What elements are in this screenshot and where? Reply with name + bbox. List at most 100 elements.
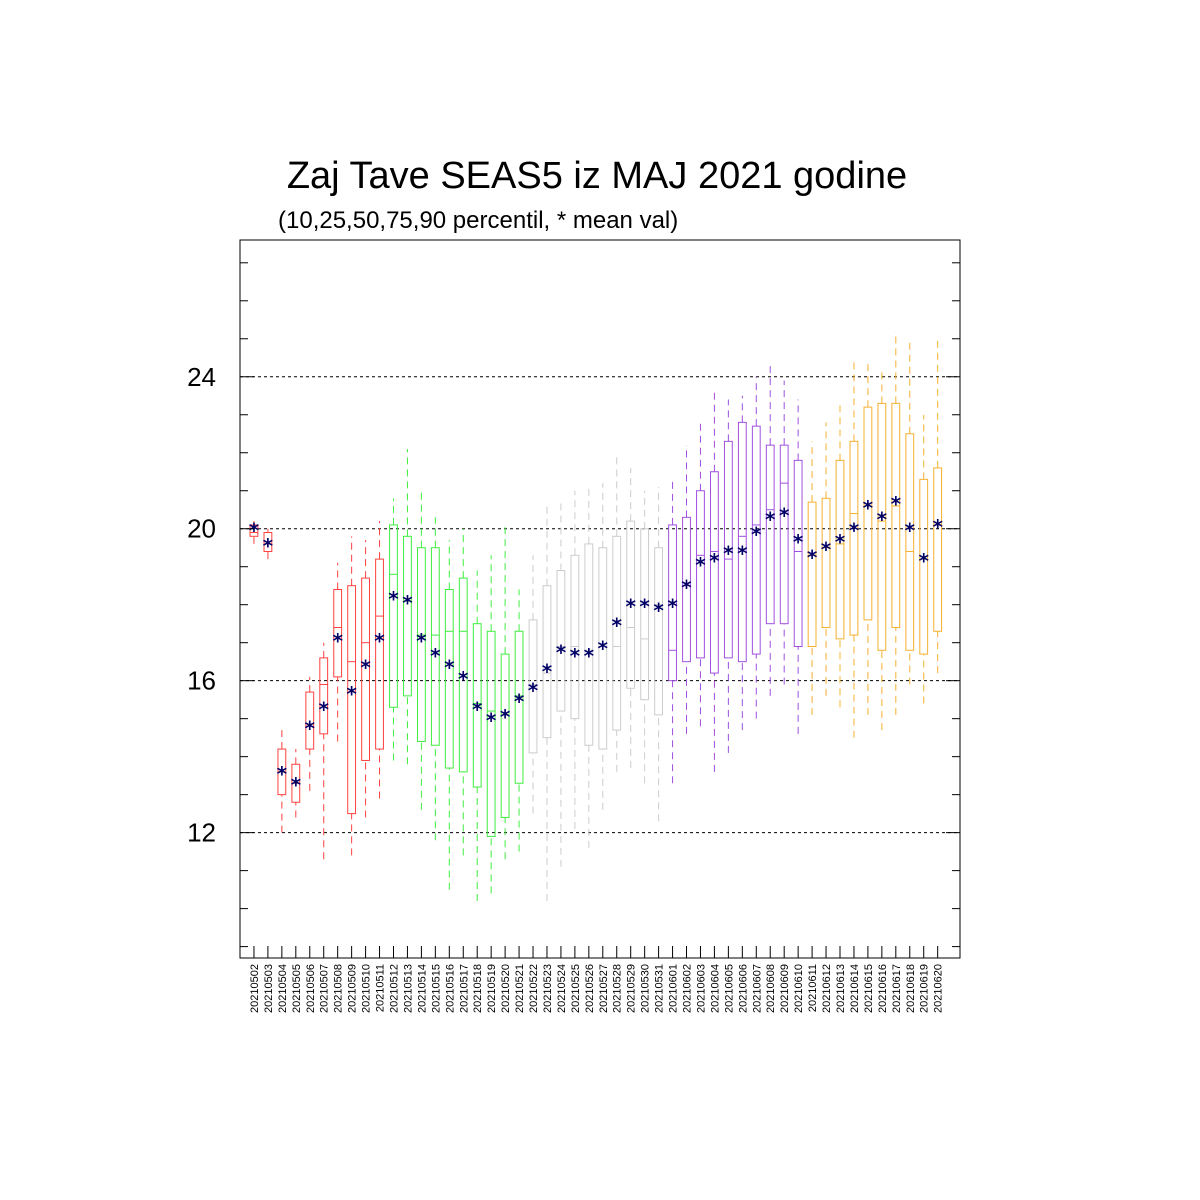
mean-marker: * [360,655,371,679]
mean-marker: * [667,595,678,619]
box-iqr [319,657,329,735]
x-tick-label: 20210525 [570,964,582,1013]
y-tick-label: 12 [187,818,216,848]
x-tick-label: 20210607 [751,964,763,1013]
box-iqr [403,535,412,697]
x-tick-label: 20210508 [333,964,345,1013]
axes: 12 16 20 24 20210502 20210503 20210504 20210505… [187,262,960,1013]
x-tick-label: 20210527 [598,964,610,1013]
box-iqr [877,402,887,651]
mean-marker: * [263,534,274,558]
box-iqr [444,589,454,769]
mean-marker: * [709,549,720,573]
mean-marker: * [835,530,846,554]
mean-marker: * [458,667,469,691]
box-iqr [668,524,677,682]
mean-marker: * [500,705,511,729]
box-plots [249,331,943,902]
box-iqr [640,528,650,701]
x-tick-label: 20210604 [709,964,721,1013]
box-iqr [430,547,440,746]
x-tick-label: 20210516 [444,964,456,1013]
mean-marker: * [625,595,636,619]
box-iqr [486,630,496,837]
mean-marker: * [891,492,902,516]
box-iqr [626,520,636,689]
box-iqr [556,570,566,712]
x-tick-label: 20210530 [640,964,652,1013]
y-tick-label: 20 [187,514,216,544]
box-iqr [458,577,468,773]
box-iqr [654,547,664,716]
box-iqr [807,501,817,647]
mean-marker: * [305,716,316,740]
box-iqr [737,421,747,663]
x-tick-label: 20210618 [905,964,917,1013]
mean-marker: * [821,538,832,562]
x-tick-label: 20210531 [654,964,666,1013]
mean-marker: * [653,598,664,622]
x-tick-label: 20210526 [584,964,596,1013]
box-iqr [361,577,370,761]
mean-marker: * [416,629,427,653]
mean-marker: * [486,709,497,733]
x-tick-label: 20210511 [375,964,387,1012]
x-tick-label: 20210609 [779,964,791,1013]
mean-marker: * [291,773,302,797]
mean-marker: * [430,644,441,668]
mean-marker: * [514,690,525,714]
box-iqr [696,490,705,659]
mean-marker: * [472,697,483,721]
box-iqr [933,467,943,632]
box-iqr [751,425,761,655]
mean-marker: * [918,549,929,573]
x-tick-label: 20210606 [737,964,749,1013]
mean-marker: * [751,523,762,547]
mean-marker: * [598,636,609,660]
chart-title: Zaj Tave SEAS5 iz MAJ 2021 godine [287,155,907,197]
x-tick-label: 20210521 [514,964,526,1013]
box-iqr [919,478,929,655]
box-iqr [514,630,524,784]
box-iqr [779,444,789,625]
mean-marker: * [542,659,553,683]
chart-subtitle: (10,25,50,75,90 percentil, * mean val) [278,207,678,234]
x-tick-label: 20210528 [612,964,624,1013]
x-tick-label: 20210504 [277,964,289,1013]
x-tick-label: 20210524 [556,964,568,1013]
mean-marker: * [877,507,888,531]
x-tick-label: 20210613 [835,964,847,1013]
box-iqr [416,547,426,742]
box-iqr [849,440,859,636]
mean-marker: * [695,553,706,577]
mean-marker: * [639,595,650,619]
box-iqr [570,554,580,720]
y-tick-label: 24 [187,362,216,392]
x-tick-label: 20210605 [723,964,735,1013]
box-iqr [249,524,259,537]
plot-frame [239,239,961,959]
mean-marker: * [444,655,455,679]
box-iqr [863,406,873,621]
box-iqr [584,543,594,746]
mean-marker: * [807,545,818,569]
x-tick-label: 20210614 [849,964,861,1013]
x-tick-label: 20210505 [291,964,303,1013]
box-iqr [612,535,622,731]
mean-marker: * [737,542,748,566]
box-iqr [710,471,719,674]
x-tick-label: 20210619 [919,964,931,1013]
x-tick-label: 20210617 [891,964,903,1013]
x-tick-label: 20210608 [765,964,777,1013]
x-tick-label: 20210616 [877,964,889,1013]
mean-marker: * [681,576,692,600]
x-tick-label: 20210620 [933,964,945,1013]
x-tick-label: 20210513 [402,964,414,1013]
mean-marker: * [528,678,539,702]
x-tick-label: 20210506 [305,964,317,1013]
x-tick-label: 20210603 [695,964,707,1013]
mean-marker: * [318,697,329,721]
mean-markers: *** ******** *** * ** * ** *** * * *** * * *** * * *** **… [249,492,944,797]
box-iqr [542,585,552,739]
